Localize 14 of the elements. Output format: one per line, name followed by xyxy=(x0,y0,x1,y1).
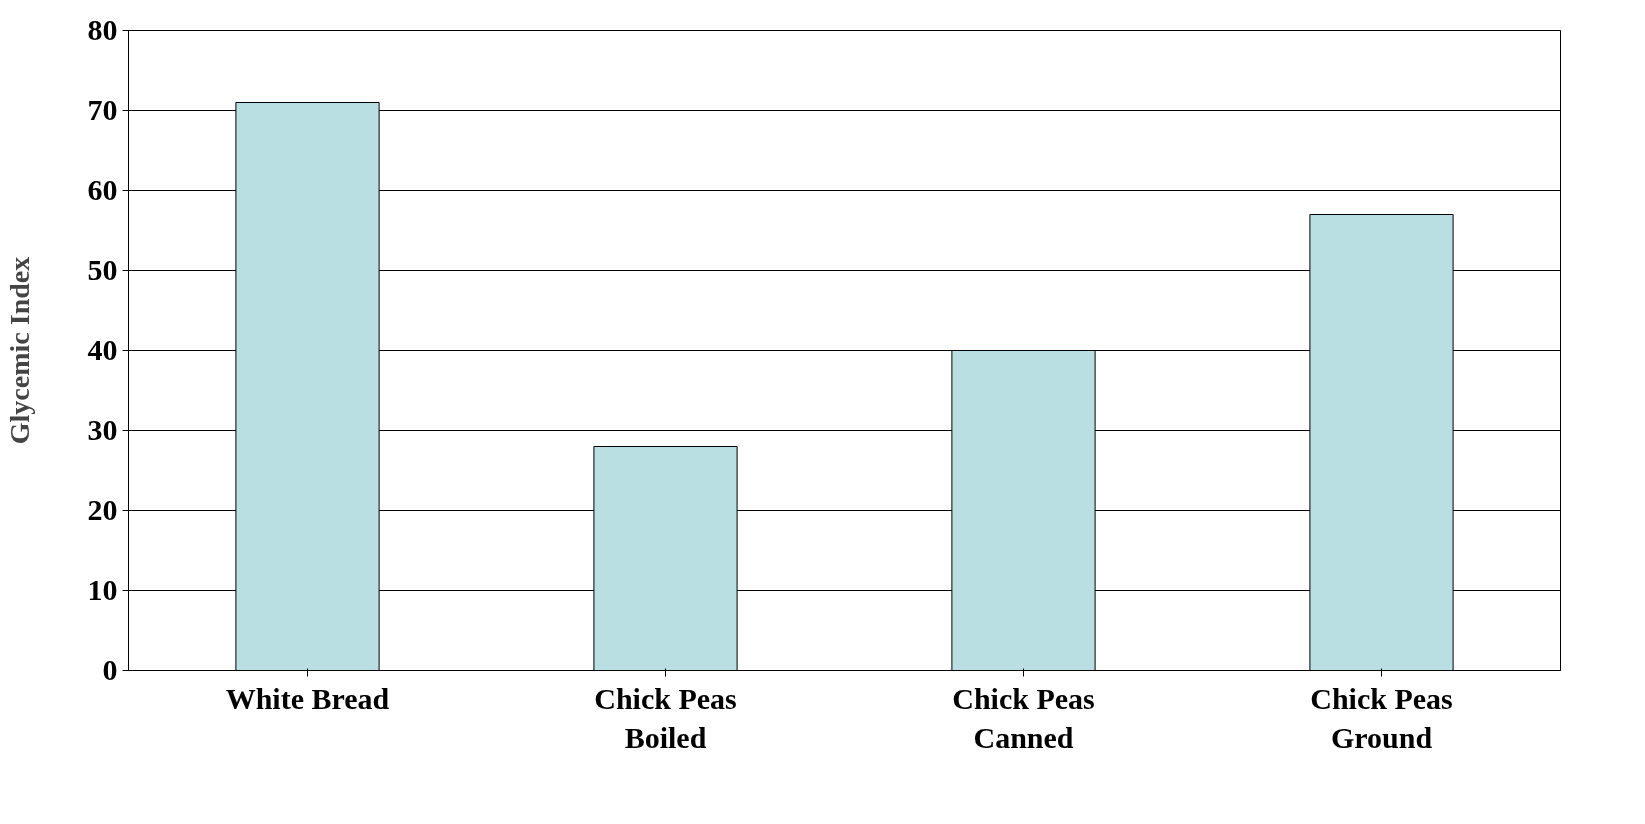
y-tick-label: 70 xyxy=(87,93,118,126)
y-axis-title: Glycemic Index xyxy=(3,256,35,445)
y-tick-label: 60 xyxy=(87,173,118,206)
x-tick-label: Chick Peas Ground xyxy=(1310,681,1453,755)
y-tick-label: 0 xyxy=(102,653,118,686)
x-tick-label: White Bread xyxy=(225,681,390,715)
y-tick-label: 80 xyxy=(87,13,118,46)
y-tick-label: 20 xyxy=(87,493,118,526)
y-tick-label: 10 xyxy=(87,573,118,606)
x-tick-label: Chick Peas Boiled xyxy=(594,681,737,755)
y-tick-label: 40 xyxy=(87,333,118,366)
y-tick-label: 30 xyxy=(87,413,118,446)
y-tick-label: 50 xyxy=(87,253,118,286)
x-tick-label: Chick Peas Canned xyxy=(952,681,1095,755)
